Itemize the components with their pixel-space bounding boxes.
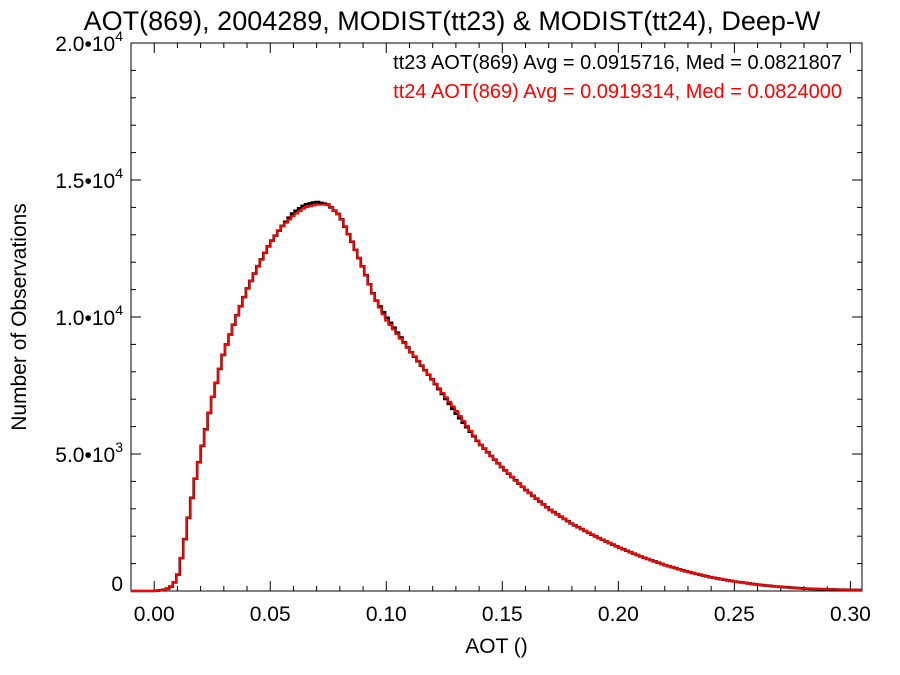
series-layer — [131, 200, 862, 593]
stats-label-tt23: tt23 AOT(869) Avg = 0.0915716, Med = 0.0… — [393, 52, 842, 74]
y-tick-label: 1.0•104 — [55, 302, 123, 330]
x-axis-label: AOT () — [465, 635, 528, 658]
chart-title: AOT(869), 2004289, MODIST(tt23) & MODIST… — [84, 6, 821, 36]
series-line-tt23 — [131, 200, 862, 593]
y-axis-ticks: 0 5.0•103 1.0•104 1.5•104 2.0•104 — [55, 28, 862, 596]
x-axis-ticks: 0.00 0.05 0.10 0.15 0.20 0.25 0.30 — [130, 43, 871, 626]
x-tick-label: 0.30 — [830, 603, 871, 626]
y-tick-label: 0 — [111, 573, 123, 596]
series-line-tt24 — [131, 203, 862, 592]
plot-border — [130, 42, 863, 592]
stats-label-tt24: tt24 AOT(869) Avg = 0.0919314, Med = 0.0… — [393, 81, 842, 103]
plot-frame — [130, 42, 863, 592]
y-axis-label: Number of Observations — [8, 203, 31, 431]
x-tick-label: 0.00 — [134, 603, 175, 626]
x-tick-label: 0.15 — [482, 603, 523, 626]
x-tick-label: 0.25 — [714, 603, 755, 626]
x-tick-label: 0.05 — [250, 603, 291, 626]
y-tick-label: 1.5•104 — [55, 165, 123, 193]
x-tick-label: 0.20 — [598, 603, 639, 626]
y-tick-label: 5.0•103 — [55, 439, 123, 467]
x-tick-label: 0.10 — [366, 603, 407, 626]
y-tick-label: 2.0•104 — [55, 28, 123, 56]
